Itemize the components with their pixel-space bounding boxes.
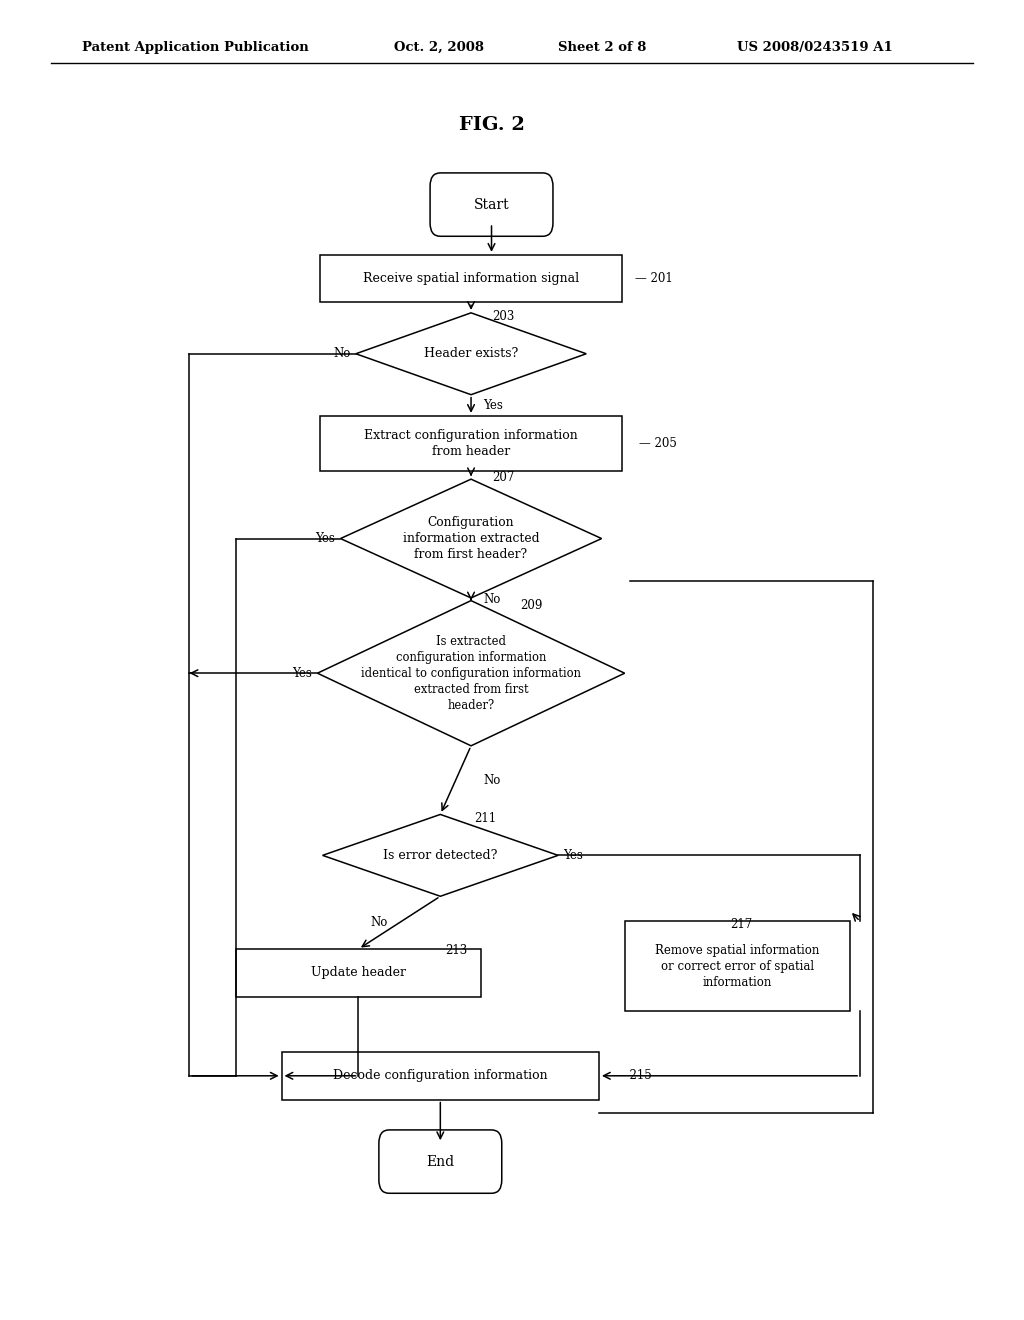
Text: Yes: Yes bbox=[483, 399, 503, 412]
Text: Extract configuration information
from header: Extract configuration information from h… bbox=[365, 429, 578, 458]
FancyBboxPatch shape bbox=[430, 173, 553, 236]
Text: Start: Start bbox=[474, 198, 509, 211]
Text: Header exists?: Header exists? bbox=[424, 347, 518, 360]
Text: No: No bbox=[483, 774, 501, 787]
Text: — 205: — 205 bbox=[639, 437, 677, 450]
Polygon shape bbox=[340, 479, 602, 598]
Text: 209: 209 bbox=[520, 599, 543, 612]
Text: Oct. 2, 2008: Oct. 2, 2008 bbox=[394, 41, 484, 54]
Text: 203: 203 bbox=[493, 310, 515, 323]
Text: Decode configuration information: Decode configuration information bbox=[333, 1069, 548, 1082]
Text: 207: 207 bbox=[493, 471, 515, 484]
FancyBboxPatch shape bbox=[379, 1130, 502, 1193]
Text: No: No bbox=[334, 347, 350, 360]
Polygon shape bbox=[356, 313, 586, 395]
Text: Sheet 2 of 8: Sheet 2 of 8 bbox=[558, 41, 646, 54]
Text: US 2008/0243519 A1: US 2008/0243519 A1 bbox=[737, 41, 893, 54]
Text: Configuration
information extracted
from first header?: Configuration information extracted from… bbox=[402, 516, 540, 561]
Bar bbox=[282, 1052, 599, 1100]
Text: — 201: — 201 bbox=[635, 272, 673, 285]
Bar bbox=[319, 416, 622, 471]
Text: FIG. 2: FIG. 2 bbox=[459, 116, 524, 135]
Bar bbox=[236, 949, 481, 997]
Text: End: End bbox=[426, 1155, 455, 1168]
Bar bbox=[625, 921, 850, 1011]
Text: Patent Application Publication: Patent Application Publication bbox=[82, 41, 308, 54]
Text: Yes: Yes bbox=[315, 532, 336, 545]
Text: No: No bbox=[483, 593, 501, 606]
Text: Receive spatial information signal: Receive spatial information signal bbox=[362, 272, 580, 285]
Text: Yes: Yes bbox=[563, 849, 583, 862]
Text: Is error detected?: Is error detected? bbox=[383, 849, 498, 862]
Text: No: No bbox=[371, 916, 388, 929]
Polygon shape bbox=[317, 601, 625, 746]
Text: Remove spatial information
or correct error of spatial
information: Remove spatial information or correct er… bbox=[655, 944, 819, 989]
Polygon shape bbox=[323, 814, 558, 896]
Text: Is extracted
configuration information
identical to configuration information
ex: Is extracted configuration information i… bbox=[361, 635, 581, 711]
Text: Yes: Yes bbox=[293, 667, 312, 680]
Text: — 215: — 215 bbox=[614, 1069, 652, 1082]
Text: 213: 213 bbox=[445, 944, 468, 957]
Text: Update header: Update header bbox=[311, 966, 406, 979]
Text: 211: 211 bbox=[474, 812, 497, 825]
Text: 217: 217 bbox=[730, 917, 753, 931]
Bar bbox=[319, 255, 622, 302]
